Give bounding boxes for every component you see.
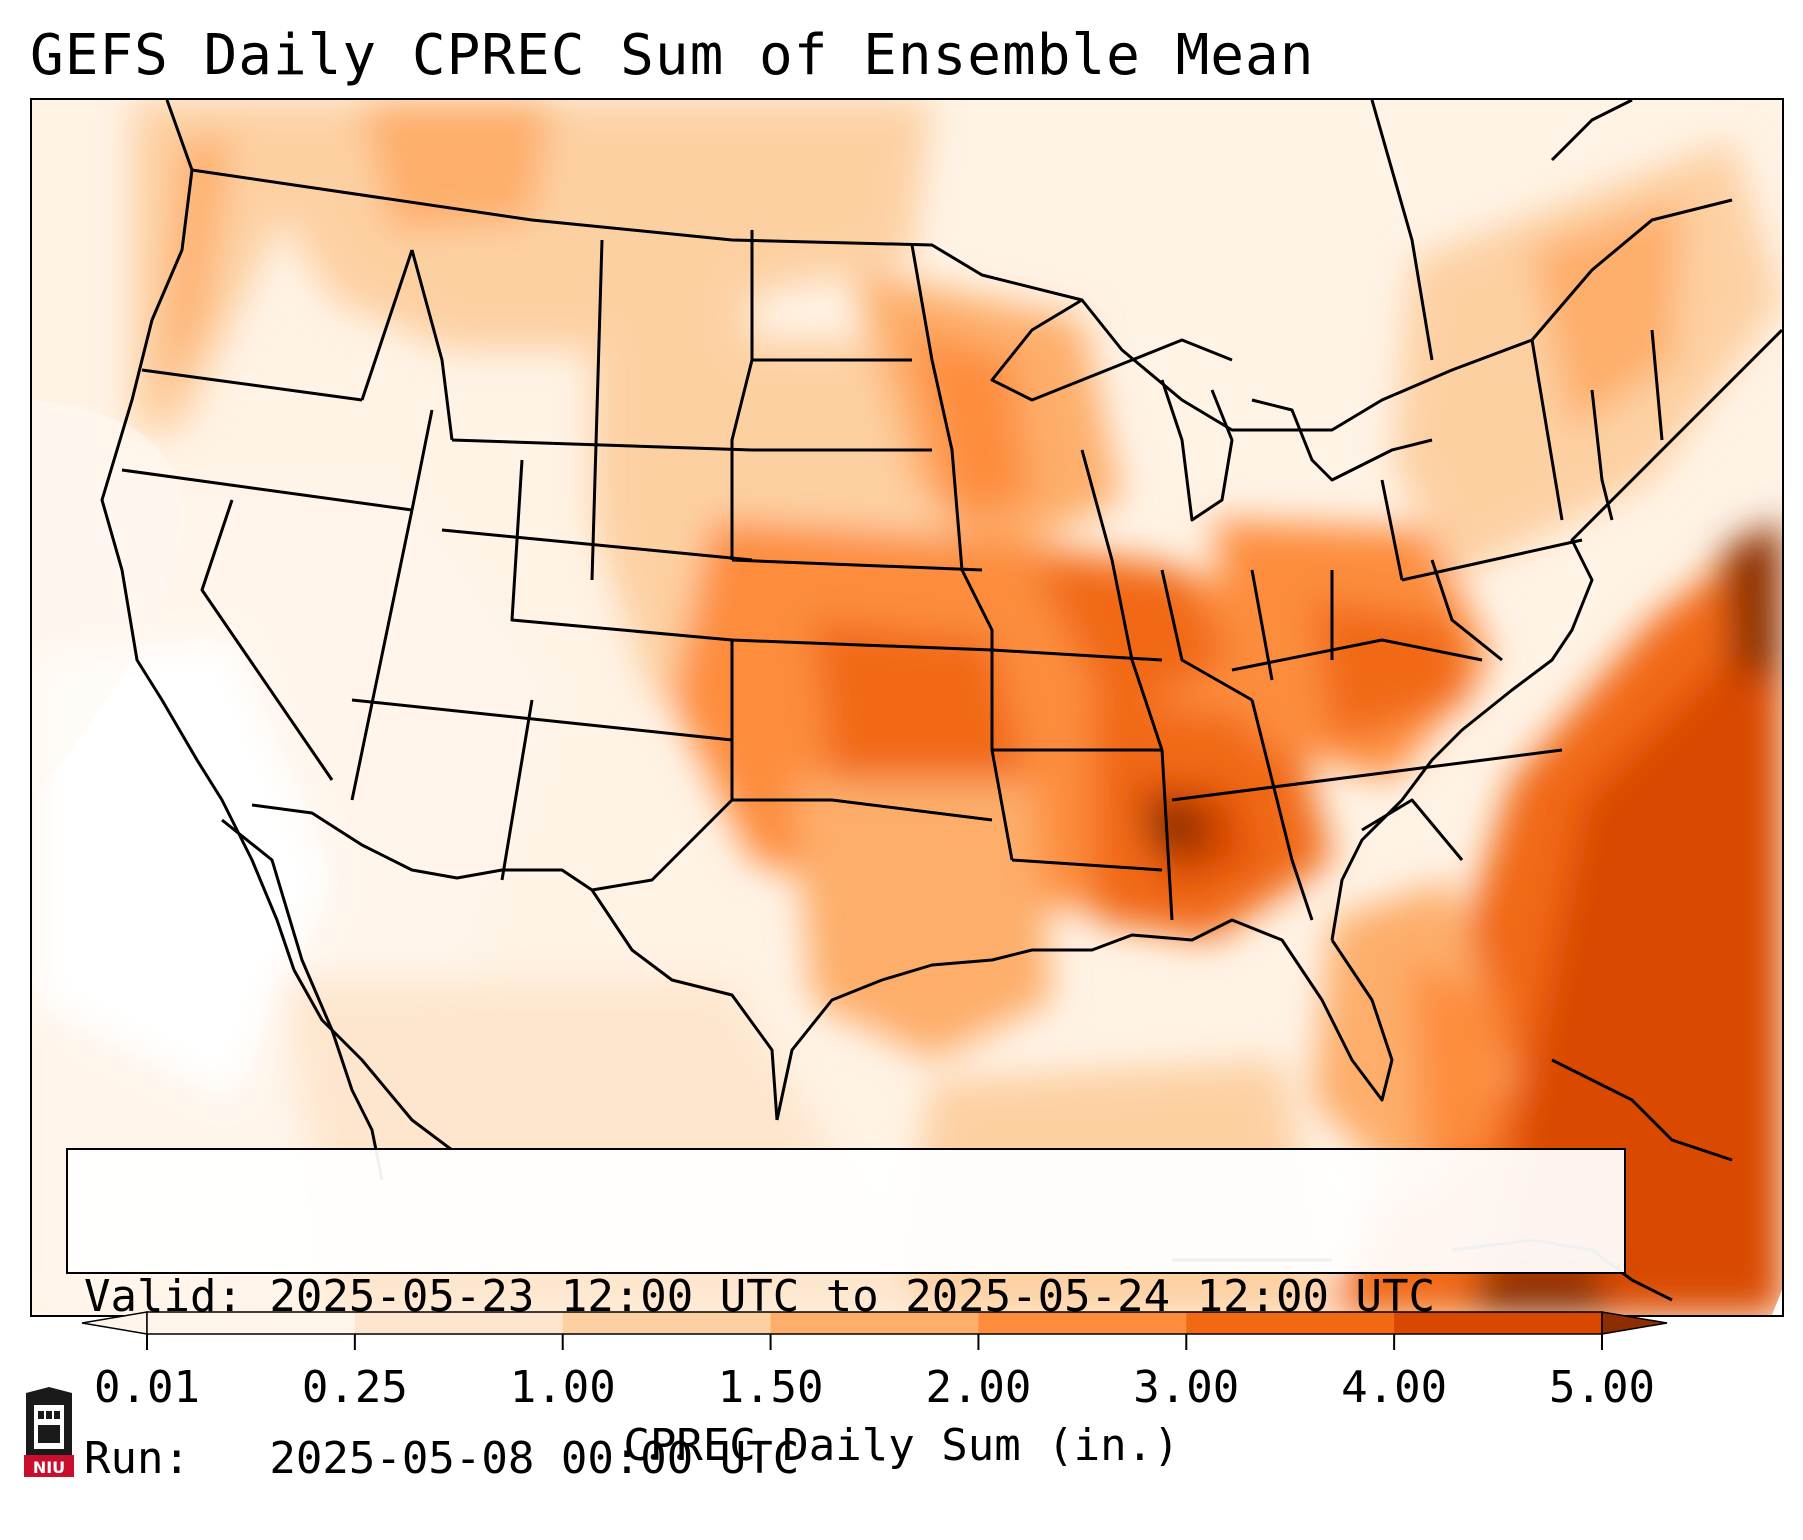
colorbar-tick-label: 0.25 bbox=[301, 1362, 408, 1413]
colorbar-tick-label: 4.00 bbox=[1341, 1362, 1448, 1413]
niu-tower-logo-icon: NIU bbox=[24, 1387, 74, 1477]
colorbar-segment bbox=[354, 1312, 564, 1334]
colorbar-segment bbox=[1186, 1312, 1395, 1334]
colorbar-segment bbox=[770, 1312, 979, 1334]
map-panel bbox=[30, 98, 1784, 1317]
colorbar-tick-label: 1.50 bbox=[717, 1362, 824, 1413]
colorbar-label: CPREC Daily Sum (in.) bbox=[623, 1420, 1180, 1471]
map-title: GEFS Daily CPREC Sum of Ensemble Mean bbox=[30, 23, 1315, 88]
logo-text: NIU bbox=[33, 1458, 65, 1477]
colorbar-tick-labels: 0.01 0.25 1.00 1.50 2.00 3.00 4.00 5.00 bbox=[0, 1360, 1803, 1420]
run-time-text: Run: 2025-05-08 00:00 UTC bbox=[84, 1433, 800, 1484]
colorbar-outline bbox=[146, 1311, 1603, 1335]
colorbar-extend-high bbox=[1601, 1311, 1668, 1335]
colorbar-tick-label: 3.00 bbox=[1133, 1362, 1240, 1413]
colorbar-segment bbox=[147, 1312, 356, 1334]
valid-run-info-box: Valid: 2025-05-23 12:00 UTC to 2025-05-2… bbox=[66, 1148, 1626, 1484]
colorbar-tick-label: 2.00 bbox=[925, 1362, 1032, 1413]
colorbar-segment bbox=[1394, 1312, 1603, 1334]
colorbar-segment bbox=[978, 1312, 1187, 1334]
colorbar-tick-label: 1.00 bbox=[509, 1362, 616, 1413]
colorbar-segment bbox=[562, 1312, 772, 1334]
colorbar-tick-label: 5.00 bbox=[1549, 1362, 1655, 1413]
colorbar-extend-low bbox=[81, 1311, 148, 1335]
colorbar-tick-label: 0.01 bbox=[94, 1362, 200, 1413]
precip-map bbox=[32, 100, 1782, 1315]
colorbar bbox=[81, 1311, 1668, 1350]
